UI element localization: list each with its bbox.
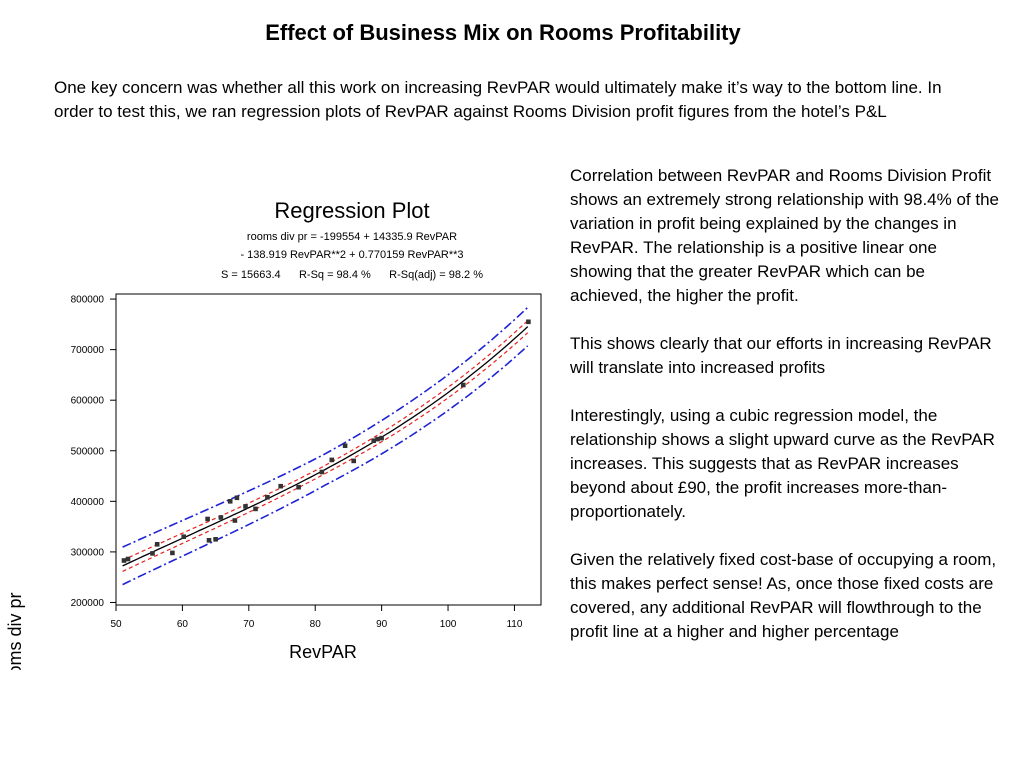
y-tick-label: 600000	[71, 396, 105, 407]
data-point	[379, 435, 384, 441]
fit-line-group	[122, 326, 529, 567]
x-tick-label: 80	[310, 619, 322, 630]
data-points	[121, 319, 531, 563]
chart-stats-line: S = 15663.4 R-Sq = 98.4 % R-Sq(adj) = 98…	[221, 269, 483, 281]
prediction-interval-lower	[122, 345, 529, 586]
confidence-interval-lower	[122, 332, 529, 572]
regression-plot: Regression Plot rooms div pr = -199554 +…	[5, 198, 542, 670]
data-point	[265, 495, 270, 500]
data-point	[351, 458, 356, 464]
data-point	[253, 506, 258, 512]
data-point	[296, 484, 301, 490]
commentary-paragraph-3: Interestingly, using a cubic regression …	[570, 406, 995, 521]
y-axis: 200000 300000 400000 500000 600000 700000 8000…	[71, 295, 116, 609]
chart-title: Regression Plot	[274, 198, 429, 223]
data-point	[461, 382, 466, 388]
regression-fit-line	[122, 326, 529, 567]
x-tick-label: 60	[177, 619, 189, 630]
confidence-interval-upper	[122, 320, 529, 561]
y-tick-label: 500000	[71, 446, 105, 457]
data-point	[154, 542, 160, 547]
y-tick-label: 400000	[71, 497, 105, 508]
plot-area	[115, 293, 542, 606]
prediction-interval-upper	[122, 306, 529, 548]
data-point	[232, 518, 238, 523]
x-tick-label: 90	[376, 619, 388, 630]
data-point	[526, 319, 531, 325]
interval-lines	[122, 306, 529, 586]
y-tick-label: 700000	[71, 345, 105, 356]
data-point	[278, 483, 283, 489]
data-point	[170, 550, 175, 556]
data-point	[234, 495, 240, 501]
data-point	[319, 469, 325, 475]
data-point	[150, 551, 155, 556]
y-tick-label: 800000	[71, 295, 105, 306]
data-point	[121, 558, 127, 563]
data-point	[329, 457, 335, 463]
commentary-paragraph-4: Given the relatively fixed cost-base of …	[570, 550, 997, 641]
data-point	[181, 534, 186, 539]
y-tick-label: 200000	[71, 598, 105, 609]
data-point	[125, 556, 131, 562]
data-point	[206, 538, 212, 543]
x-tick-label: 110	[506, 619, 522, 630]
y-axis-label: rooms div pr	[5, 592, 25, 670]
data-point	[227, 499, 233, 504]
data-point	[375, 436, 380, 442]
commentary: Correlation between RevPAR and Rooms Div…	[570, 164, 1000, 668]
data-point	[371, 438, 376, 443]
commentary-paragraph-1: Correlation between RevPAR and Rooms Div…	[570, 166, 1000, 305]
intro-paragraph: One key concern was whether all this wor…	[54, 78, 942, 121]
commentary-paragraph-2: This shows clearly that our efforts in i…	[570, 334, 992, 377]
x-tick-label: 100	[440, 619, 457, 630]
data-point	[205, 516, 210, 522]
x-axis-label: RevPAR	[289, 642, 357, 662]
data-point	[218, 515, 224, 520]
chart-equation-line-1: rooms div pr = -199554 + 14335.9 RevPAR	[247, 231, 457, 243]
slide-title: Effect of Business Mix on Rooms Profitab…	[265, 20, 741, 45]
data-point	[342, 443, 348, 448]
data-point	[243, 504, 248, 509]
data-point	[213, 537, 218, 542]
x-axis: 50 60 70 80 90 100 110	[110, 605, 523, 630]
x-tick-label: 50	[110, 619, 122, 630]
y-tick-label: 300000	[71, 547, 105, 558]
x-tick-label: 70	[243, 619, 255, 630]
chart-equation-line-2: - 138.919 RevPAR**2 + 0.770159 RevPAR**3	[240, 249, 463, 261]
